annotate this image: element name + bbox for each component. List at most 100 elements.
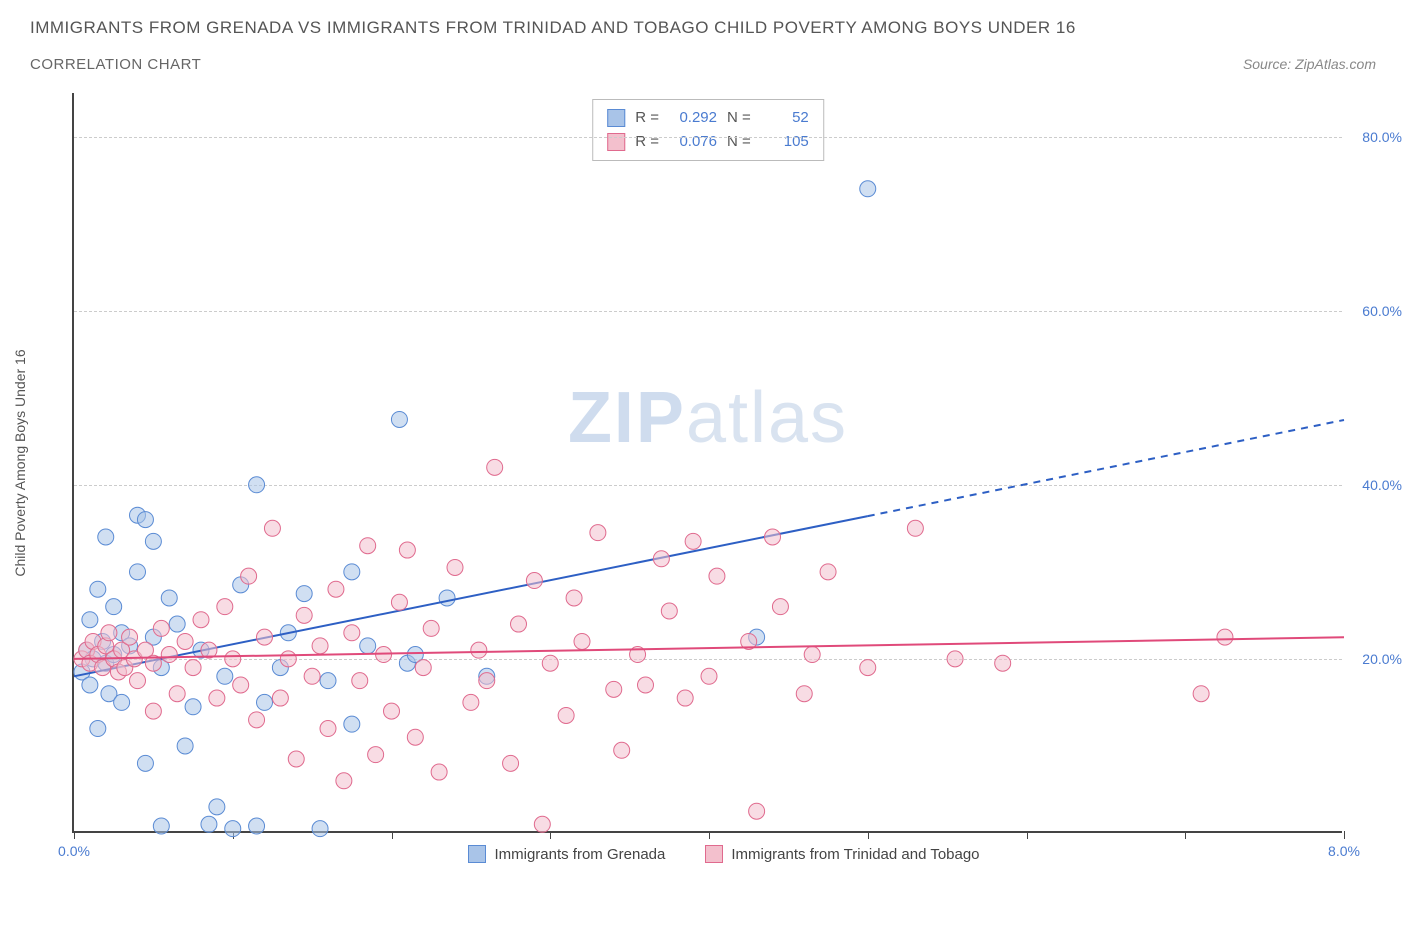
- scatter-point-trinidad: [185, 660, 201, 676]
- scatter-point-grenada: [344, 716, 360, 732]
- scatter-point-trinidad: [336, 773, 352, 789]
- scatter-point-trinidad: [280, 651, 296, 667]
- legend-series: Immigrants from Grenada Immigrants from T…: [30, 845, 1376, 863]
- scatter-point-grenada: [249, 818, 265, 834]
- scatter-point-trinidad: [907, 520, 923, 536]
- scatter-point-trinidad: [352, 673, 368, 689]
- scatter-point-trinidad: [820, 564, 836, 580]
- scatter-point-grenada: [320, 673, 336, 689]
- scatter-point-trinidad: [130, 673, 146, 689]
- scatter-point-trinidad: [249, 712, 265, 728]
- legend-label: Immigrants from Grenada: [494, 846, 665, 863]
- y-tick-label: 20.0%: [1362, 651, 1402, 667]
- y-tick-label: 80.0%: [1362, 129, 1402, 145]
- scatter-point-grenada: [209, 799, 225, 815]
- scatter-point-trinidad: [431, 764, 447, 780]
- subtitle: CORRELATION CHART: [30, 56, 201, 73]
- legend-item-trinidad: Immigrants from Trinidad and Tobago: [705, 845, 979, 863]
- scatter-point-trinidad: [995, 655, 1011, 671]
- scatter-point-trinidad: [296, 607, 312, 623]
- scatter-point-trinidad: [407, 729, 423, 745]
- scatter-point-trinidad: [153, 620, 169, 636]
- scatter-point-grenada: [344, 564, 360, 580]
- scatter-point-trinidad: [328, 581, 344, 597]
- scatter-point-trinidad: [638, 677, 654, 693]
- scatter-point-grenada: [82, 612, 98, 628]
- y-tick-label: 60.0%: [1362, 303, 1402, 319]
- scatter-point-trinidad: [526, 573, 542, 589]
- legend-item-grenada: Immigrants from Grenada: [468, 845, 665, 863]
- scatter-point-trinidad: [590, 525, 606, 541]
- scatter-point-trinidad: [304, 668, 320, 684]
- scatter-point-trinidad: [257, 629, 273, 645]
- scatter-point-grenada: [82, 677, 98, 693]
- page-title: IMMIGRANTS FROM GRENADA VS IMMIGRANTS FR…: [30, 18, 1376, 38]
- scatter-point-trinidad: [471, 642, 487, 658]
- scatter-point-trinidad: [479, 673, 495, 689]
- scatter-point-grenada: [137, 755, 153, 771]
- scatter-point-trinidad: [558, 707, 574, 723]
- scatter-point-trinidad: [566, 590, 582, 606]
- scatter-point-grenada: [439, 590, 455, 606]
- scatter-point-trinidad: [233, 677, 249, 693]
- scatter-point-trinidad: [312, 638, 328, 654]
- scatter-point-grenada: [860, 181, 876, 197]
- scatter-point-grenada: [225, 821, 241, 837]
- scatter-point-trinidad: [447, 559, 463, 575]
- chart-container: Child Poverty Among Boys Under 16 ZIPatl…: [30, 93, 1376, 833]
- scatter-point-grenada: [114, 694, 130, 710]
- scatter-point-grenada: [106, 599, 122, 615]
- scatter-point-trinidad: [653, 551, 669, 567]
- scatter-point-trinidad: [225, 651, 241, 667]
- scatter-point-grenada: [257, 694, 273, 710]
- scatter-point-grenada: [296, 586, 312, 602]
- scatter-point-trinidad: [772, 599, 788, 615]
- scatter-point-trinidad: [701, 668, 717, 684]
- scatter-point-trinidad: [542, 655, 558, 671]
- subtitle-row: CORRELATION CHART Source: ZipAtlas.com: [30, 56, 1376, 73]
- scatter-point-trinidad: [503, 755, 519, 771]
- scatter-point-trinidad: [749, 803, 765, 819]
- legend-swatch-grenada: [468, 845, 486, 863]
- scatter-point-trinidad: [161, 647, 177, 663]
- scatter-point-trinidad: [360, 538, 376, 554]
- scatter-point-grenada: [153, 818, 169, 834]
- scatter-point-grenada: [145, 533, 161, 549]
- scatter-point-trinidad: [661, 603, 677, 619]
- scatter-point-grenada: [169, 616, 185, 632]
- scatter-point-trinidad: [145, 703, 161, 719]
- y-tick-label: 40.0%: [1362, 477, 1402, 493]
- scatter-point-grenada: [90, 581, 106, 597]
- scatter-point-grenada: [90, 721, 106, 737]
- scatter-point-trinidad: [264, 520, 280, 536]
- scatter-point-grenada: [177, 738, 193, 754]
- scatter-point-grenada: [360, 638, 376, 654]
- scatter-point-trinidad: [614, 742, 630, 758]
- scatter-point-trinidad: [368, 747, 384, 763]
- scatter-point-trinidad: [534, 816, 550, 832]
- scatter-point-grenada: [391, 411, 407, 427]
- scatter-point-trinidad: [193, 612, 209, 628]
- scatter-point-trinidad: [463, 694, 479, 710]
- scatter-point-grenada: [130, 564, 146, 580]
- scatter-point-trinidad: [709, 568, 725, 584]
- legend-swatch-trinidad: [705, 845, 723, 863]
- scatter-point-grenada: [161, 590, 177, 606]
- scatter-point-trinidad: [241, 568, 257, 584]
- scatter-point-trinidad: [765, 529, 781, 545]
- source-label: Source: ZipAtlas.com: [1243, 56, 1376, 72]
- scatter-point-trinidad: [122, 629, 138, 645]
- scatter-point-grenada: [98, 529, 114, 545]
- scatter-plot: ZIPatlas R =0.292N =52R =0.076N =105 20.…: [72, 93, 1342, 833]
- legend-label: Immigrants from Trinidad and Tobago: [731, 846, 979, 863]
- scatter-point-trinidad: [423, 620, 439, 636]
- scatter-point-trinidad: [606, 681, 622, 697]
- scatter-point-trinidad: [101, 625, 117, 641]
- scatter-point-trinidad: [574, 633, 590, 649]
- scatter-point-trinidad: [804, 647, 820, 663]
- scatter-point-grenada: [201, 816, 217, 832]
- scatter-point-trinidad: [320, 721, 336, 737]
- scatter-point-trinidad: [1193, 686, 1209, 702]
- scatter-point-grenada: [249, 477, 265, 493]
- scatter-point-trinidad: [288, 751, 304, 767]
